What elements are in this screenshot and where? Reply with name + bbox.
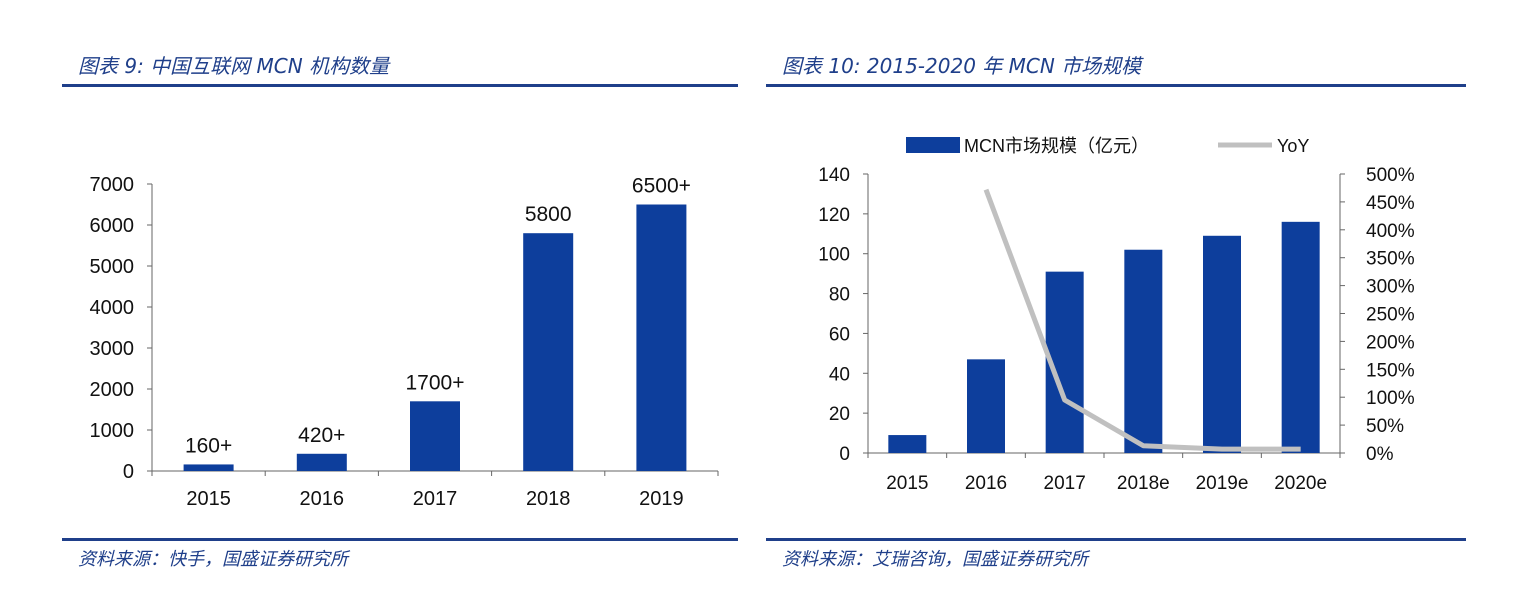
left-y-tick-label: 3000 <box>90 338 135 360</box>
right-chart-title: 图表 10: 2015-2020 年 MCN 市场规模 <box>782 54 1142 78</box>
right-y2-tick-label: 450% <box>1366 193 1415 214</box>
left-bar-data-label: 160+ <box>185 434 232 457</box>
right-y2-tick-label: 350% <box>1366 249 1415 270</box>
right-source-note: 资料来源：艾瑞咨询，国盛证券研究所 <box>782 549 1088 570</box>
right-y-tick-label: 80 <box>829 285 850 306</box>
left-x-tick-label: 2018 <box>526 488 571 510</box>
right-y-tick-label: 0 <box>839 444 850 465</box>
right-y-tick-label: 40 <box>829 364 850 385</box>
right-y-tick-label: 100 <box>818 245 850 266</box>
left-x-tick-label: 2016 <box>300 488 345 510</box>
left-bar-data-label: 5800 <box>525 203 572 226</box>
right-x-tick-label: 2016 <box>965 473 1007 494</box>
right-x-tick-label: 2018e <box>1117 473 1170 494</box>
left-bar-data-label: 6500+ <box>632 175 691 198</box>
right-y-tick-label: 20 <box>829 404 850 425</box>
right-legend-label-line: YoY <box>1277 136 1309 156</box>
right-y2-tick-label: 500% <box>1366 165 1415 186</box>
left-title-rule <box>62 84 738 87</box>
left-bar-data-label: 1700+ <box>406 371 465 394</box>
left-x-tick-label: 2015 <box>186 488 231 510</box>
left-bar <box>296 453 347 471</box>
right-source-rule <box>766 538 1466 541</box>
left-y-tick-label: 5000 <box>90 256 135 278</box>
right-bar <box>888 435 927 453</box>
left-y-tick-label: 0 <box>123 461 134 483</box>
right-legend-label-bar: MCN市场规模（亿元） <box>964 136 1149 156</box>
right-y-tick-label: 60 <box>829 324 850 345</box>
left-y-tick-label: 1000 <box>90 420 135 442</box>
right-x-tick-label: 2020e <box>1274 473 1327 494</box>
right-y2-tick-label: 400% <box>1366 221 1415 242</box>
right-x-tick-label: 2019e <box>1196 473 1249 494</box>
right-y2-tick-label: 250% <box>1366 305 1415 326</box>
right-y-tick-label: 120 <box>818 205 850 226</box>
right-y2-tick-label: 0% <box>1366 444 1394 465</box>
right-bar <box>967 359 1005 453</box>
right-y-tick-label: 140 <box>818 165 850 186</box>
left-chart-title: 图表 9: 中国互联网 MCN 机构数量 <box>78 54 390 78</box>
left-x-tick-label: 2019 <box>639 488 684 510</box>
right-x-tick-label: 2015 <box>886 473 928 494</box>
left-bar-data-label: 420+ <box>298 424 345 447</box>
left-bar <box>410 401 460 471</box>
left-source-rule <box>62 538 738 541</box>
left-y-tick-label: 6000 <box>90 215 135 237</box>
right-bar <box>1203 235 1241 453</box>
right-y2-tick-label: 300% <box>1366 277 1415 298</box>
right-bar <box>1124 249 1163 453</box>
left-y-tick-label: 4000 <box>90 297 135 319</box>
left-y-tick-label: 2000 <box>90 379 135 401</box>
right-y2-tick-label: 100% <box>1366 388 1415 409</box>
right-y2-tick-label: 200% <box>1366 332 1415 353</box>
left-bar <box>636 204 687 471</box>
left-bar <box>523 233 574 471</box>
right-legend-swatch-bar <box>906 137 960 153</box>
left-x-tick-label: 2017 <box>413 488 458 510</box>
right-title-rule <box>766 84 1466 87</box>
left-y-tick-label: 7000 <box>90 174 135 196</box>
right-bar <box>1281 221 1320 453</box>
right-y2-tick-label: 50% <box>1366 416 1404 437</box>
right-yoy-line <box>983 188 1301 452</box>
right-x-tick-label: 2017 <box>1044 473 1086 494</box>
right-y2-tick-label: 150% <box>1366 360 1415 381</box>
left-source-note: 资料来源：快手，国盛证券研究所 <box>78 549 348 570</box>
left-bar <box>183 464 234 471</box>
